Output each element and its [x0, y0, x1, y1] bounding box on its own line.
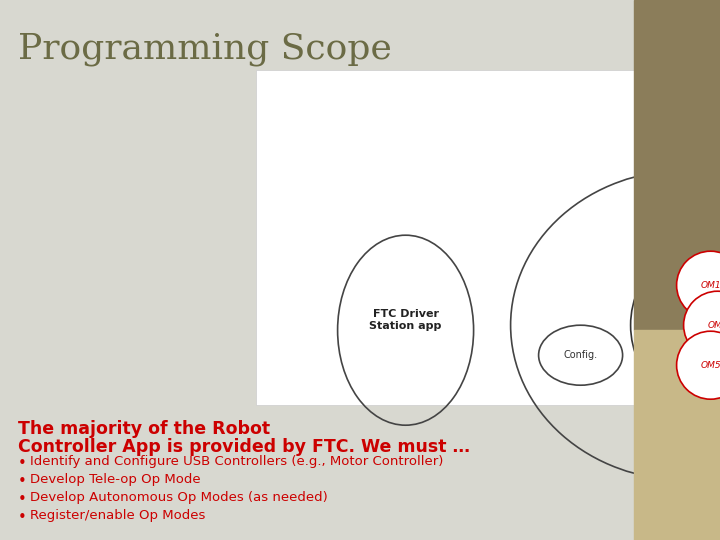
Ellipse shape	[677, 251, 720, 319]
Text: Develop Tele-op Op Mode: Develop Tele-op Op Mode	[30, 473, 201, 486]
Text: Config.: Config.	[564, 350, 598, 360]
Text: FTC Driver
Station app: FTC Driver Station app	[369, 309, 442, 331]
Text: •: •	[18, 492, 27, 507]
Text: Controller App is provided by FTC. We must …: Controller App is provided by FTC. We mu…	[18, 438, 470, 456]
Text: Register/enable Op Modes: Register/enable Op Modes	[30, 509, 205, 522]
Text: •: •	[18, 510, 27, 525]
Text: Identify and Configure USB Controllers (e.g., Motor Controller): Identify and Configure USB Controllers (…	[30, 455, 444, 468]
Text: •: •	[18, 474, 27, 489]
Ellipse shape	[677, 331, 720, 399]
Text: The majority of the Robot: The majority of the Robot	[18, 420, 270, 438]
Text: FTC Robot
Controller app: FTC Robot Controller app	[641, 190, 720, 211]
Text: •: •	[18, 456, 27, 471]
Bar	[0, 0, 634, 540]
Bar	[256, 70, 688, 405]
Text: OM2: OM2	[707, 321, 720, 330]
Ellipse shape	[683, 291, 720, 359]
Text: Op Modes: Op Modes	[715, 228, 720, 238]
Text: OM5: OM5	[701, 361, 720, 370]
Text: Develop Autonomous Op Modes (as needed): Develop Autonomous Op Modes (as needed)	[30, 491, 328, 504]
Text: Programming Scope: Programming Scope	[18, 32, 392, 66]
Bar	[634, 0, 720, 330]
Text: OM1: OM1	[701, 281, 720, 289]
Bar	[634, 330, 720, 540]
